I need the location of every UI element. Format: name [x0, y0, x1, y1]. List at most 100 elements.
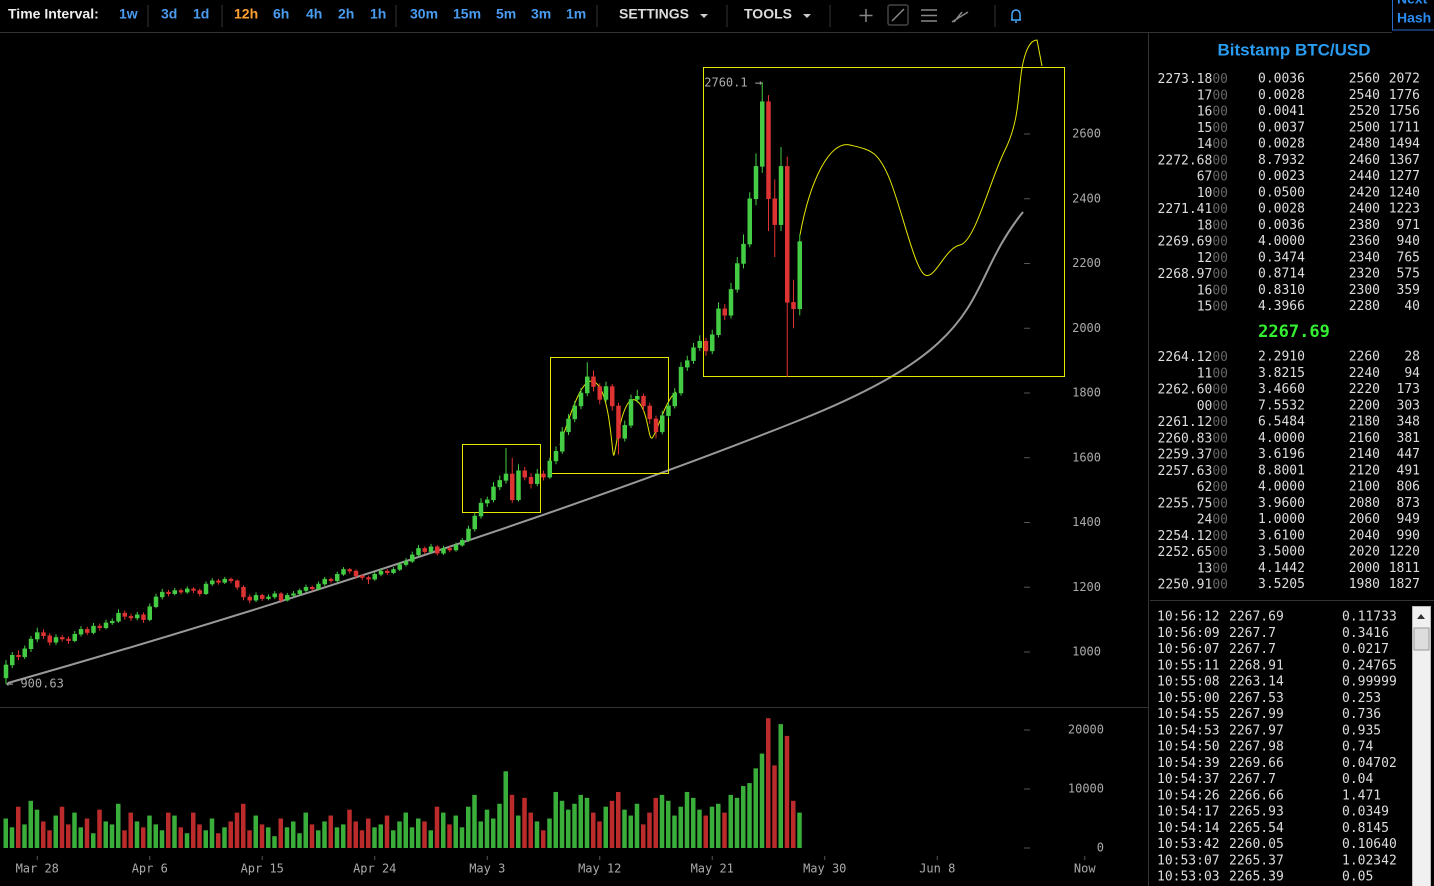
volume-bar: [516, 815, 521, 848]
volume-bar: [459, 827, 465, 848]
book-amount: 4.1442: [1258, 561, 1305, 576]
scrollbar[interactable]: [1412, 606, 1431, 886]
candle-body: [766, 101, 771, 200]
candle-body: [35, 632, 40, 640]
interval-button[interactable]: 1h: [370, 6, 386, 22]
candle-body: [641, 395, 646, 407]
book-price: 2254.1200: [1158, 528, 1228, 543]
candle-body: [797, 241, 802, 310]
depth-total: 348: [1397, 415, 1420, 430]
price-tail: 00: [1212, 137, 1228, 152]
volume-bar: [16, 806, 21, 848]
interval-button[interactable]: 3d: [161, 6, 177, 22]
candle-body: [791, 302, 796, 310]
volume-bar: [66, 824, 71, 848]
candle-body: [591, 376, 596, 387]
price-main: 24: [1197, 512, 1213, 527]
price-main: 2271.41: [1158, 202, 1213, 217]
interval-button[interactable]: 3m: [531, 6, 551, 22]
trade-amount: 0.05: [1342, 870, 1373, 885]
trade-amount: 0.253: [1342, 691, 1381, 706]
volume-bar: [209, 818, 215, 848]
volume-bar: [59, 806, 65, 848]
corner-link[interactable]: Next: [1397, 0, 1428, 7]
candle-body: [628, 399, 634, 426]
volume-bar: [678, 806, 683, 848]
volume-bar: [222, 827, 227, 848]
volume-bar: [416, 818, 421, 848]
interval-button[interactable]: 4h: [306, 6, 322, 22]
corner-link[interactable]: Hash: [1397, 10, 1431, 26]
volume-bar: [34, 809, 40, 848]
volume-bar: [591, 812, 596, 848]
tool-icons[interactable]: [859, 4, 1022, 26]
book-amount: 3.5205: [1258, 577, 1305, 592]
candle-body: [578, 392, 584, 407]
volume-tick-label: 0: [1097, 840, 1104, 854]
book-amount: 7.5532: [1258, 398, 1305, 413]
depth-price: 2140: [1349, 447, 1380, 462]
volume-bar: [22, 824, 27, 848]
book-amount: 3.6196: [1258, 447, 1305, 462]
candle-body: [91, 625, 96, 633]
interval-button[interactable]: 1d: [193, 6, 209, 22]
depth-price: 2400: [1349, 202, 1380, 217]
candle-body: [622, 425, 627, 439]
volume-bar: [197, 824, 202, 848]
scroll-up[interactable]: [1417, 614, 1425, 619]
candle-body: [66, 638, 71, 641]
interval-button[interactable]: 1m: [566, 6, 586, 22]
volume-bar: [797, 812, 802, 848]
depth-total: 940: [1397, 234, 1420, 249]
candle-body: [635, 395, 640, 400]
x-tick-label: Apr 6: [132, 862, 168, 876]
depth-total: 1277: [1389, 169, 1420, 184]
depth-total: 1756: [1389, 104, 1420, 119]
candle-body: [266, 596, 271, 599]
candle-body: [3, 664, 9, 679]
book-amount: 0.0023: [1258, 169, 1305, 184]
interval-button[interactable]: 12h: [234, 6, 258, 22]
volume-bar: [672, 815, 677, 848]
depth-total: 1223: [1389, 202, 1420, 217]
volume-bar: [609, 800, 615, 848]
book-price: 1100: [1197, 366, 1228, 381]
volume-bar: [72, 812, 77, 848]
depth-price: 2180: [1349, 415, 1380, 430]
candle-body: [616, 405, 621, 439]
candle-body: [60, 637, 65, 640]
volume-bar: [584, 797, 590, 848]
interval-button[interactable]: 15m: [453, 6, 481, 22]
y-tick-label: 2600: [1072, 127, 1101, 141]
interval-button[interactable]: 6h: [273, 6, 289, 22]
trade-price: 2260.05: [1229, 837, 1284, 852]
interval-button[interactable]: 30m: [410, 6, 438, 22]
candle-body: [128, 616, 134, 619]
volume-bar: [778, 724, 783, 848]
candle-body: [347, 569, 352, 572]
volume-bar: [597, 821, 602, 848]
depth-total: 2072: [1389, 72, 1420, 87]
interval-button[interactable]: 1w: [119, 6, 138, 22]
interval-button[interactable]: 2h: [338, 6, 354, 22]
y-tick-label: 1200: [1072, 580, 1101, 594]
scroll-thumb[interactable]: [1413, 627, 1430, 651]
book-amount: 0.0500: [1258, 185, 1305, 200]
volume-bar: [741, 786, 746, 848]
depth-price: 2340: [1349, 250, 1380, 265]
toolbar-separators: [147, 5, 996, 27]
interval-button[interactable]: 5m: [496, 6, 516, 22]
book-amount: 0.0028: [1258, 88, 1305, 103]
x-tick-label: Apr 24: [353, 862, 396, 876]
settings-menu[interactable]: SETTINGS: [619, 6, 689, 22]
candle-body: [441, 548, 446, 554]
candle-body: [572, 405, 577, 420]
trade-time: 10:54:17: [1157, 805, 1220, 820]
candle-body: [678, 366, 684, 394]
candle-body: [372, 574, 377, 580]
price-main: 2254.12: [1158, 528, 1213, 543]
y-tick-label: 1600: [1072, 450, 1101, 464]
price-main: 18: [1197, 218, 1213, 233]
tools-menu[interactable]: TOOLS: [744, 6, 792, 22]
